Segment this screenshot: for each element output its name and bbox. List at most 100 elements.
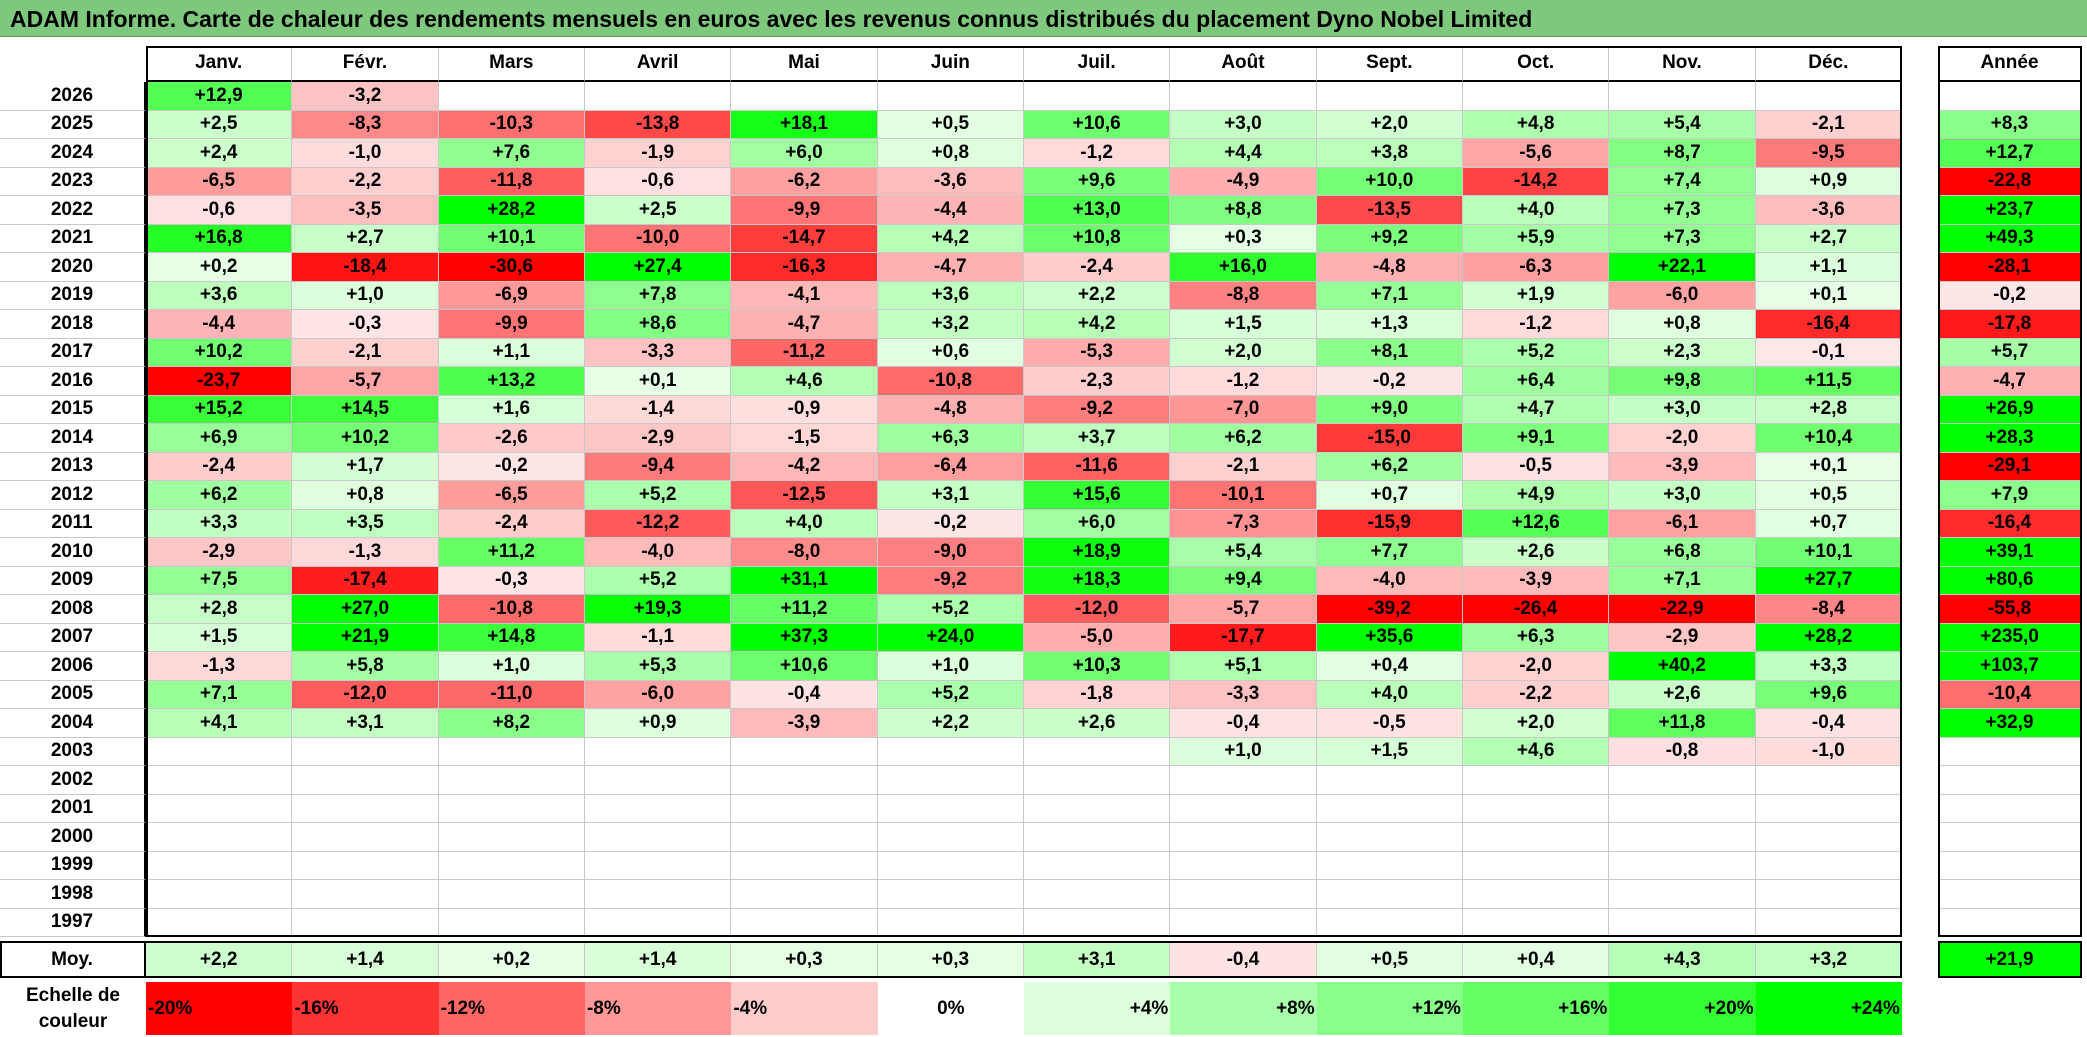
heatmap-cell: -4,0 (584, 538, 732, 567)
heatmap-cell: -6,9 (438, 281, 585, 310)
heatmap-cell (731, 851, 878, 880)
heatmap-cell (438, 794, 585, 823)
heatmap-cell: -7,3 (1170, 509, 1317, 538)
month-header: Août (1170, 46, 1317, 82)
heatmap-cell (877, 794, 1024, 823)
year-label: 2005 (0, 680, 146, 709)
color-scale-swatch: +16% (1462, 982, 1610, 1035)
heatmap-cell: -12,2 (584, 509, 732, 538)
heatmap-cell (731, 82, 878, 111)
heatmap-cell: -2,4 (438, 509, 585, 538)
heatmap-cell: +3,0 (1609, 395, 1756, 424)
heatmap-cell (1609, 794, 1756, 823)
heatmap-cell (438, 880, 585, 909)
heatmap-cell: -15,9 (1316, 509, 1463, 538)
heatmap-cell (584, 823, 732, 852)
average-cell: +0,5 (1316, 943, 1463, 977)
heatmap-cell (1755, 908, 1902, 937)
heatmap-cell (292, 794, 439, 823)
heatmap-cell (1170, 766, 1317, 795)
heatmap-cell: -8,3 (292, 110, 439, 139)
heatmap-cell: -2,9 (584, 424, 732, 453)
heatmap-cell: -4,8 (877, 395, 1024, 424)
year-label: 2018 (0, 310, 146, 339)
heatmap-cell: +19,3 (584, 595, 732, 624)
heatmap-cell: +1,7 (292, 452, 439, 481)
heatmap-cell: +18,3 (1023, 566, 1171, 595)
heatmap-cell: +9,4 (1170, 566, 1317, 595)
heatmap-cell: +1,0 (877, 652, 1024, 681)
heatmap-cell: -10,0 (584, 224, 732, 253)
heatmap-cell (1316, 82, 1463, 111)
heatmap-cell: -1,4 (584, 395, 732, 424)
heatmap-cell: +10,4 (1755, 424, 1902, 453)
heatmap-cell (438, 851, 585, 880)
annual-cell: +12,7 (1938, 139, 2082, 168)
heatmap-cell: +1,9 (1462, 281, 1610, 310)
heatmap-cell: -30,6 (438, 253, 585, 282)
heatmap-cell: +0,9 (1755, 167, 1902, 196)
annual-cell: -0,2 (1938, 281, 2082, 310)
heatmap-cell: -1,1 (584, 623, 732, 652)
average-cell: +1,4 (292, 943, 439, 977)
heatmap-cell: +24,0 (877, 623, 1024, 652)
heatmap-cell: -3,3 (584, 338, 732, 367)
average-cell: +0,2 (438, 943, 585, 977)
year-label: 1999 (0, 851, 146, 880)
heatmap-cell: +3,0 (1609, 481, 1756, 510)
heatmap-cell: -14,7 (731, 224, 878, 253)
heatmap-cell: -4,4 (877, 196, 1024, 225)
heatmap-cell: -18,4 (292, 253, 439, 282)
heatmap-cell: -1,3 (292, 538, 439, 567)
heatmap-cell: -2,1 (1170, 452, 1317, 481)
title-bar: ADAM Informe. Carte de chaleur des rende… (0, 0, 2087, 37)
heatmap-cell: +7,8 (584, 281, 732, 310)
heatmap-cell: +11,5 (1755, 367, 1902, 396)
heatmap-cell: -6,0 (1609, 281, 1756, 310)
year-label: 2000 (0, 823, 146, 852)
heatmap-cell: -0,4 (1755, 709, 1902, 738)
heatmap-cell: +10,2 (292, 424, 439, 453)
annual-cell: +80,6 (1938, 566, 2082, 595)
heatmap-cell (584, 880, 732, 909)
heatmap-cell (1609, 766, 1756, 795)
color-scale-swatch: -16% (292, 982, 439, 1035)
heatmap-cell (1023, 82, 1171, 111)
annual-cell (1938, 737, 2082, 766)
heatmap-cell: +11,2 (731, 595, 878, 624)
heatmap-cell: +3,0 (1170, 110, 1317, 139)
heatmap-cell: +6,9 (146, 424, 293, 453)
heatmap-cell: -0,9 (731, 395, 878, 424)
annual-cell (1938, 794, 2082, 823)
heatmap-cell: -9,4 (584, 452, 732, 481)
heatmap-cell (146, 851, 293, 880)
heatmap-cell: +22,1 (1609, 253, 1756, 282)
heatmap-cell: -3,6 (877, 167, 1024, 196)
heatmap-cell (1023, 880, 1171, 909)
heatmap-cell: -17,4 (292, 566, 439, 595)
heatmap-cell (1609, 880, 1756, 909)
heatmap-cell: +35,6 (1316, 623, 1463, 652)
annual-cell: -4,7 (1938, 367, 2082, 396)
year-label: 2009 (0, 566, 146, 595)
year-label: 2015 (0, 395, 146, 424)
heatmap-cell: -16,3 (731, 253, 878, 282)
heatmap-cell: -2,4 (146, 452, 293, 481)
annual-cell (1938, 823, 2082, 852)
heatmap-cell: -10,8 (877, 367, 1024, 396)
year-label: 2003 (0, 737, 146, 766)
year-label: 2017 (0, 338, 146, 367)
heatmap-cell: +2,7 (292, 224, 439, 253)
heatmap-cell: +3,1 (877, 481, 1024, 510)
heatmap-cell: +7,3 (1609, 224, 1756, 253)
heatmap-cell: -10,3 (438, 110, 585, 139)
heatmap-cell: -0,5 (1316, 709, 1463, 738)
average-cell: +0,3 (731, 943, 878, 977)
heatmap-cell (146, 880, 293, 909)
heatmap-cell: +5,8 (292, 652, 439, 681)
year-label: 2013 (0, 452, 146, 481)
heatmap-cell: +8,7 (1609, 139, 1756, 168)
heatmap-cell: -6,2 (731, 167, 878, 196)
heatmap-cell (1462, 851, 1610, 880)
color-scale-swatch: -12% (438, 982, 585, 1035)
